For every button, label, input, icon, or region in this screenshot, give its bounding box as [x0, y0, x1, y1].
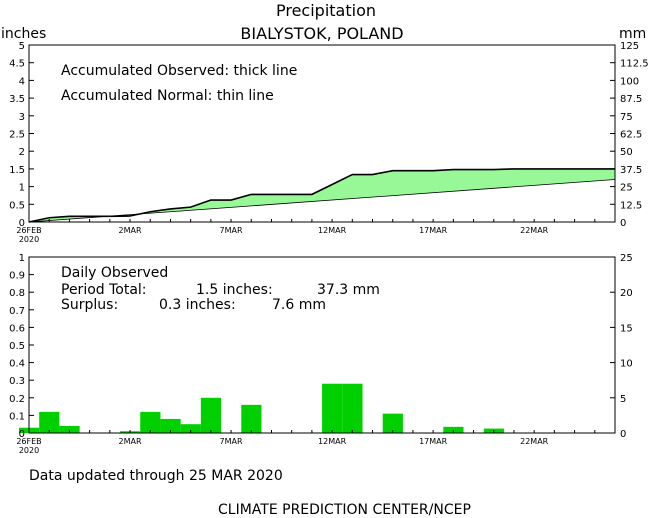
top-right-tick-label: 0: [620, 218, 626, 229]
bottom-left-tick-label: 0.9: [9, 271, 25, 282]
top-left-tick-label: 5: [19, 41, 25, 52]
bottom-x-tick-label: 26FEB: [16, 437, 41, 446]
top-right-tick-label: 37.5: [620, 165, 642, 176]
bottom-x-tick-label: 2MAR: [119, 437, 142, 446]
bottom-left-tick-label: 0.7: [9, 306, 25, 317]
top-left-tick-label: 3: [19, 112, 25, 123]
footer-credit: CLIMATE PREDICTION CENTER/NCEP: [218, 502, 471, 518]
daily-bar: [140, 411, 161, 433]
top-left-tick-label: 0: [19, 218, 25, 229]
daily-panel: 00.10.20.30.40.50.60.70.80.9105101520252…: [9, 253, 633, 455]
top-right-tick-label: 100: [620, 76, 639, 87]
daily-bar: [200, 397, 222, 433]
bottom-left-tick-label: 0.8: [9, 288, 25, 299]
top-right-tick-label: 87.5: [620, 94, 642, 105]
top-left-tick-label: 0.5: [9, 200, 25, 211]
bottom-x-year-label: 2020: [19, 446, 39, 455]
top-x-year-label: 2020: [19, 235, 39, 244]
bottom-left-tick-label: 0.5: [9, 341, 25, 352]
data-updated-note: Data updated through 25 MAR 2020: [29, 468, 283, 484]
accumulated-normal-line: [28, 179, 616, 223]
bottom-left-tick-label: 1: [19, 253, 25, 264]
period-total-inches: 1.5 inches:: [196, 282, 273, 298]
daily-bar: [180, 424, 201, 433]
top-left-tick-label: 4: [19, 76, 25, 87]
period-total-mm: 37.3 mm: [317, 282, 380, 298]
bottom-left-tick-label: 0.1: [9, 411, 25, 422]
bottom-x-tick-label: 22MAR: [520, 437, 549, 446]
top-left-tick-label: 3.5: [9, 94, 25, 105]
top-left-tick-label: 4.5: [9, 59, 25, 70]
chart-location: BIALYSTOK, POLAND: [240, 24, 403, 43]
top-x-tick-label: 26FEB: [16, 226, 41, 235]
bottom-left-tick-label: 0.6: [9, 323, 25, 334]
top-left-tick-label: 2.5: [9, 130, 25, 141]
bottom-right-tick-label: 0: [620, 429, 626, 440]
surplus-inches: 0.3 inches:: [159, 297, 236, 313]
daily-bar: [59, 425, 80, 433]
bottom-x-tick-label: 12MAR: [318, 437, 347, 446]
bottom-left-tick-label: 0.3: [9, 376, 25, 387]
bottom-right-tick-label: 25: [620, 253, 633, 264]
top-right-tick-label: 75: [620, 112, 633, 123]
daily-bar: [322, 383, 343, 433]
bottom-right-tick-label: 20: [620, 288, 633, 299]
bottom-left-tick-label: 0.2: [9, 394, 25, 405]
surplus-label: Surplus:: [61, 297, 118, 313]
observed-vs-normal-fill: [29, 168, 615, 222]
daily-title: Daily Observed: [61, 265, 168, 281]
daily-bar: [382, 413, 403, 433]
top-right-tick-label: 25: [620, 183, 633, 194]
right-unit-label: mm: [619, 26, 646, 42]
chart-title: Precipitation: [276, 1, 376, 20]
daily-bar: [443, 426, 464, 433]
legend-observed: Accumulated Observed: thick line: [61, 63, 297, 79]
accumulated-observed-line: [28, 168, 615, 223]
top-x-tick-label: 22MAR: [520, 226, 549, 235]
daily-bar: [160, 418, 181, 433]
top-right-tick-label: 50: [620, 147, 633, 158]
left-unit-label: inches: [1, 26, 46, 42]
accumulated-panel: 00.511.522.533.544.55012.52537.55062.575…: [9, 41, 649, 244]
period-total-label: Period Total:: [61, 282, 147, 298]
surplus-mm: 7.6 mm: [272, 297, 326, 313]
bottom-x-tick-label: 17MAR: [419, 437, 448, 446]
top-x-tick-label: 12MAR: [318, 226, 347, 235]
bottom-right-tick-label: 5: [620, 394, 626, 405]
top-right-tick-label: 125: [620, 41, 639, 52]
bottom-x-tick-label: 7MAR: [220, 437, 243, 446]
daily-bar: [39, 411, 60, 433]
daily-bar: [241, 404, 262, 433]
top-x-tick-label: 2MAR: [119, 226, 142, 235]
top-x-tick-label: 7MAR: [220, 226, 243, 235]
bottom-left-tick-label: 0: [19, 429, 25, 440]
daily-bar: [342, 383, 363, 433]
top-right-tick-label: 112.5: [620, 59, 649, 70]
top-x-tick-label: 17MAR: [419, 226, 448, 235]
top-left-tick-label: 1: [19, 183, 25, 194]
top-left-tick-label: 1.5: [9, 165, 25, 176]
top-right-tick-label: 12.5: [620, 200, 642, 211]
legend-normal: Accumulated Normal: thin line: [61, 88, 274, 104]
top-left-tick-label: 2: [19, 147, 25, 158]
top-right-tick-label: 62.5: [620, 130, 642, 141]
bottom-right-tick-label: 15: [620, 323, 633, 334]
bottom-right-tick-label: 10: [620, 359, 633, 370]
bottom-left-tick-label: 0.4: [9, 359, 25, 370]
